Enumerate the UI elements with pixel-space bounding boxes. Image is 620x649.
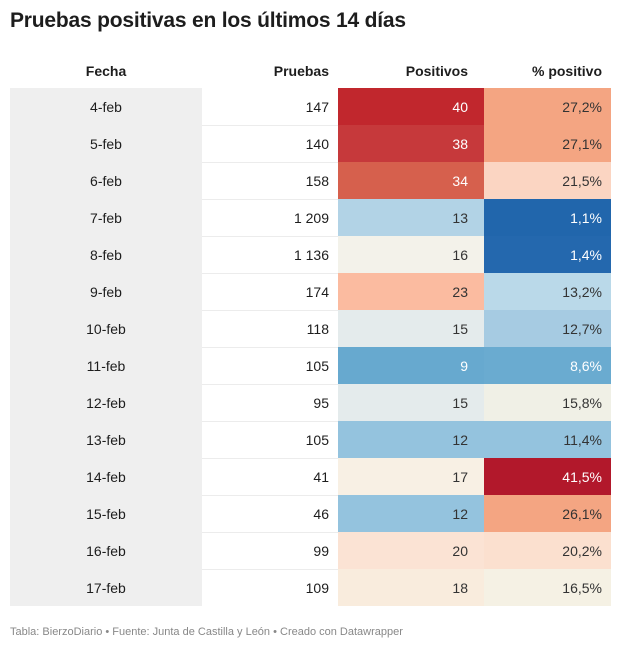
cell-positivos: 12 (338, 495, 484, 532)
cell-pct-positivo: 26,1% (484, 495, 611, 532)
cell-fecha: 8-feb (10, 236, 202, 273)
cell-positivos: 12 (338, 421, 484, 458)
table-row: 13-feb 105 12 11,4% (10, 421, 611, 458)
table-row: 17-feb 109 18 16,5% (10, 569, 611, 606)
cell-positivos: 20 (338, 532, 484, 569)
table-body: 4-feb 147 40 27,2% 5-feb 140 38 27,1% 6-feb 158 34… (10, 88, 611, 606)
chart-title: Pruebas positivas en los últimos 14 días (10, 9, 406, 32)
cell-pruebas: 105 (202, 347, 338, 384)
cell-fecha: 9-feb (10, 273, 202, 310)
cell-positivos: 16 (338, 236, 484, 273)
cell-pruebas: 147 (305, 98, 329, 115)
table-row: 8-feb 1 136 16 1,4% (10, 236, 611, 273)
cell-pruebas: 174 (202, 273, 338, 310)
cell-positivos: 9 (338, 347, 484, 384)
table-row: 5-feb 140 38 27,1% (10, 125, 611, 162)
header-positivos[interactable]: Positivos (405, 63, 468, 79)
cell-pct-positivo: 27,1% (484, 125, 611, 162)
cell-positivos: 23 (338, 273, 484, 310)
table-row: 4-feb 147 40 27,2% (10, 88, 611, 125)
cell-pct-positivo: 15,8% (484, 384, 611, 421)
table-row: 9-feb 174 23 13,2% (10, 273, 611, 310)
footer-credits: Tabla: BierzoDiario • Fuente: Junta de C… (10, 626, 403, 638)
cell-pruebas: 46 (202, 495, 338, 532)
cell-pct-positivo: 16,5% (484, 569, 611, 606)
cell-pruebas: 109 (202, 569, 338, 606)
cell-positivos: 40 (338, 88, 484, 125)
table-row: 10-feb 118 15 12,7% (10, 310, 611, 347)
table-row: 11-feb 105 9 8,6% (10, 347, 611, 384)
cell-positivos: 17 (338, 458, 484, 495)
cell-fecha: 13-feb (10, 421, 202, 458)
header-pct-positivo[interactable]: % positivo (531, 63, 602, 79)
cell-fecha: 12-feb (10, 384, 202, 421)
cell-pct-positivo: 11,4% (484, 421, 611, 458)
data-table: Fecha Pruebas Positivos % positivo 4-feb… (10, 54, 611, 606)
cell-fecha: 17-feb (10, 569, 202, 606)
cell-fecha: 16-feb (10, 532, 202, 569)
table-row: 6-feb 158 34 21,5% (10, 162, 611, 199)
header-pruebas[interactable]: Pruebas (273, 63, 329, 79)
cell-pruebas: 1 136 (202, 236, 338, 273)
cell-positivos: 34 (338, 162, 484, 199)
table-row: 7-feb 1 209 13 1,1% (10, 199, 611, 236)
cell-positivos: 15 (338, 310, 484, 347)
cell-pct-positivo: 12,7% (484, 310, 611, 347)
cell-pct-positivo: 8,6% (484, 347, 611, 384)
cell-pruebas: 140 (202, 125, 338, 162)
cell-pct-positivo: 41,5% (484, 458, 611, 495)
cell-pruebas: 105 (202, 421, 338, 458)
cell-positivos: 38 (338, 125, 484, 162)
cell-pruebas: 41 (202, 458, 338, 495)
header-fecha[interactable]: Fecha (85, 63, 127, 79)
cell-fecha: 15-feb (10, 495, 202, 532)
cell-positivos: 18 (338, 569, 484, 606)
cell-pct-positivo: 13,2% (484, 273, 611, 310)
cell-pct-positivo: 21,5% (484, 162, 611, 199)
cell-pct-positivo: 1,4% (484, 236, 611, 273)
table-row: 14-feb 41 17 41,5% (10, 458, 611, 495)
table-row: 15-feb 46 12 26,1% (10, 495, 611, 532)
cell-positivos: 13 (338, 199, 484, 236)
cell-fecha: 4-feb (10, 88, 202, 125)
table-row: 12-feb 95 15 15,8% (10, 384, 611, 421)
cell-fecha: 5-feb (10, 125, 202, 162)
cell-fecha: 14-feb (10, 458, 202, 495)
cell-pruebas: 1 209 (202, 199, 338, 236)
cell-pruebas: 158 (202, 162, 338, 199)
cell-fecha: 7-feb (10, 199, 202, 236)
cell-pct-positivo: 20,2% (484, 532, 611, 569)
cell-pct-positivo: 1,1% (484, 199, 611, 236)
cell-fecha: 11-feb (10, 347, 202, 384)
table-row: 16-feb 99 20 20,2% (10, 532, 611, 569)
table-header: Fecha Pruebas Positivos % positivo (10, 54, 611, 88)
cell-pct-positivo: 27,2% (484, 88, 611, 125)
cell-pruebas: 99 (202, 532, 338, 569)
cell-positivos: 15 (338, 384, 484, 421)
cell-fecha: 6-feb (10, 162, 202, 199)
cell-fecha: 10-feb (10, 310, 202, 347)
cell-pruebas: 95 (202, 384, 338, 421)
cell-pruebas: 118 (202, 310, 338, 347)
